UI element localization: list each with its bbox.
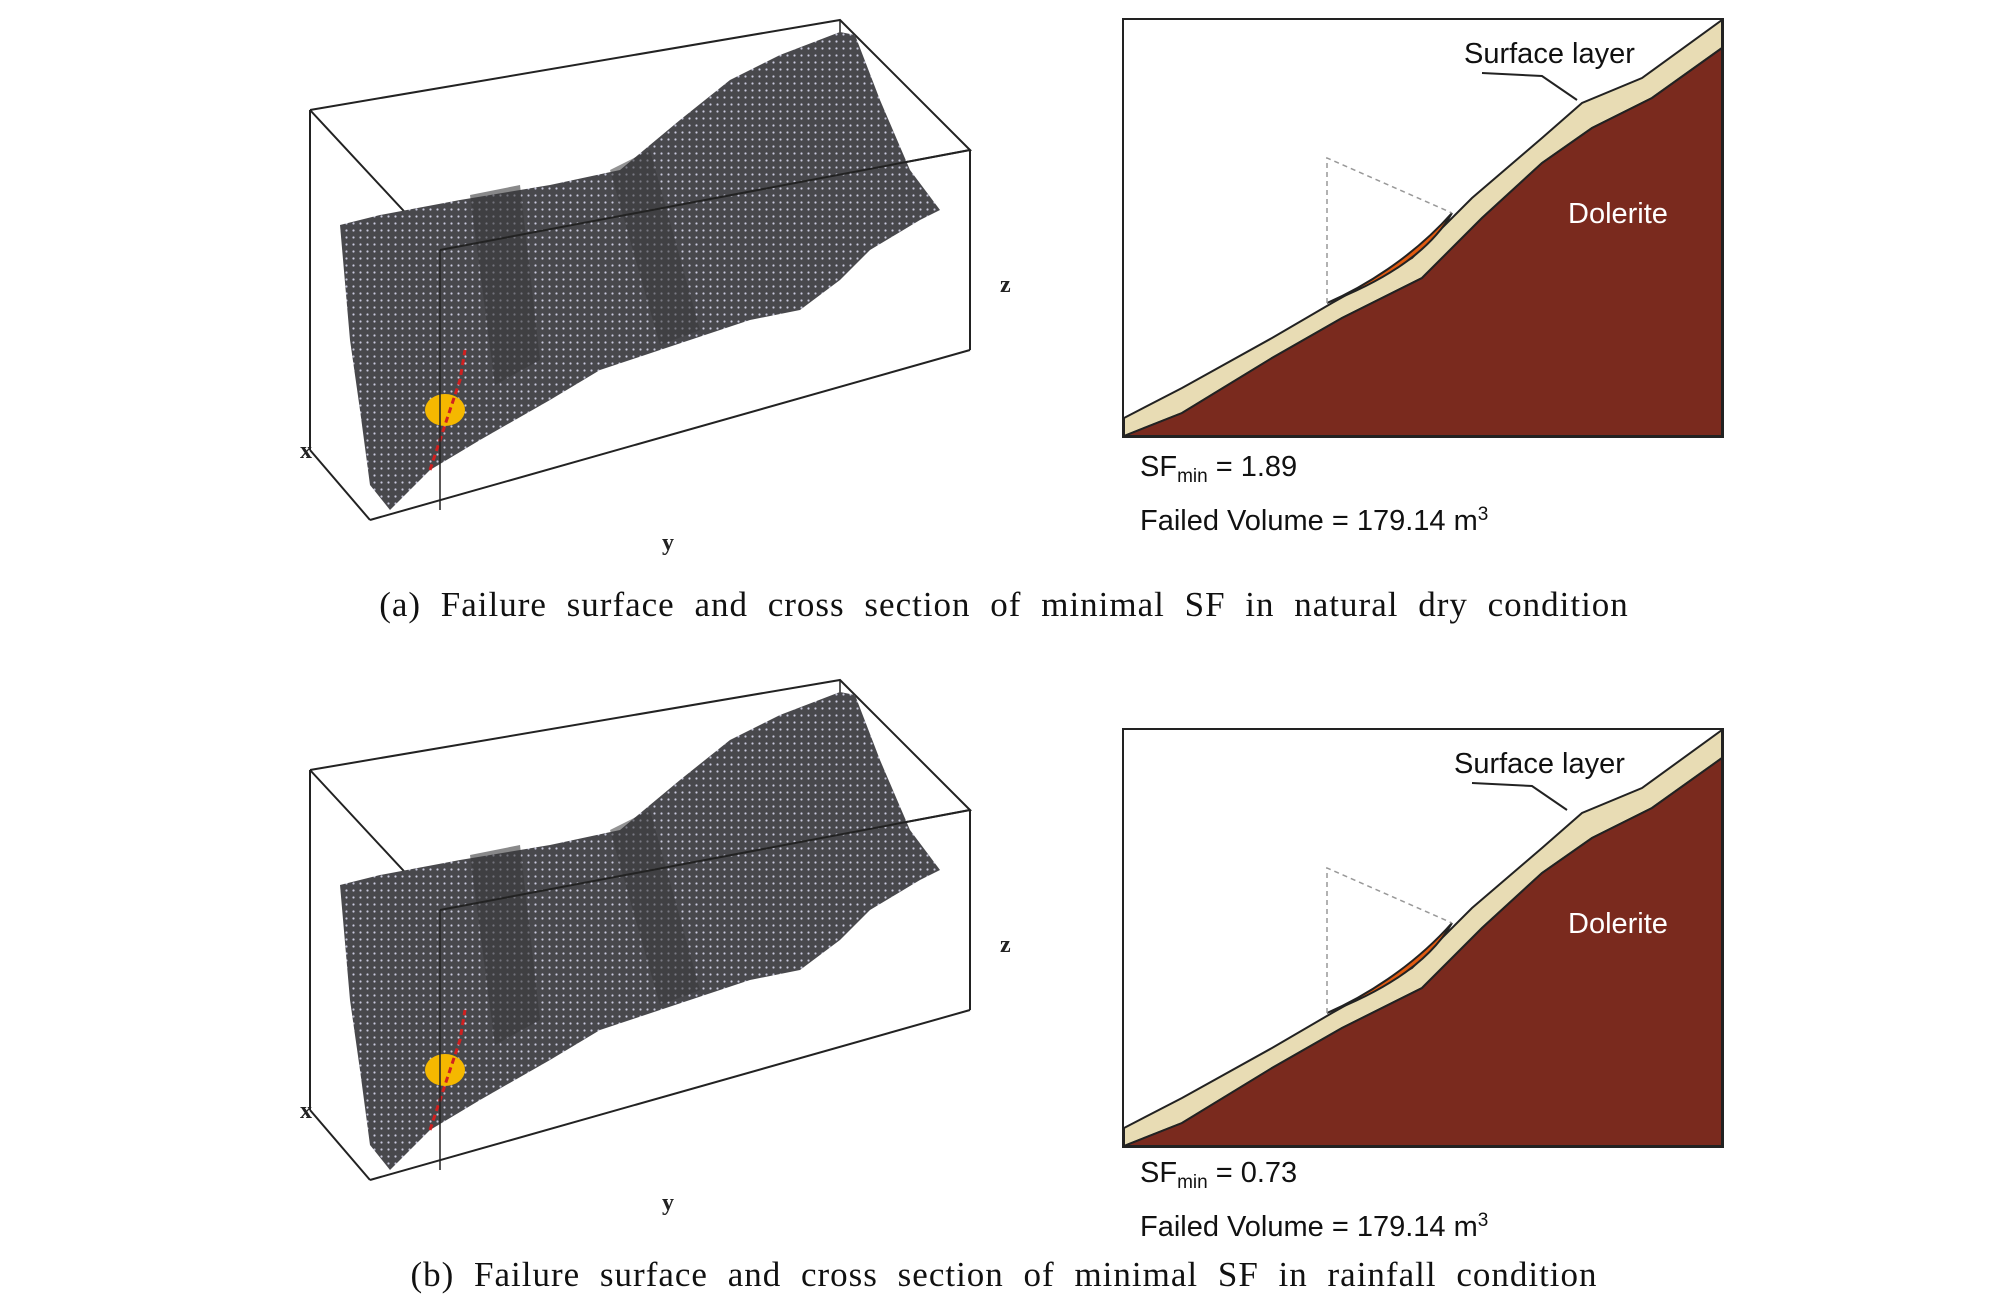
axis-label-z: z [1000,932,1011,958]
sf-subscript: min [1177,1172,1208,1193]
surface-3d-plot: x y z [280,10,1011,570]
sf-symbol: SF [1140,1157,1178,1189]
surface-layer-label: Surface layer [1464,38,1635,70]
failed-volume-text: Failed Volume = 179.14 m [1140,1211,1478,1243]
cross-section-graphic [1122,18,1724,438]
figure-panel-b: x y z Surface layer Dolerite SFmin = 0.7… [0,670,2008,1309]
figure-caption: (a) Failure surface and cross section of… [379,585,1629,624]
analysis-results: SFmin = 0.73 Failed Volume = 179.14 m3 [1140,1154,1488,1246]
surface-layer-label: Surface layer [1454,748,1625,780]
critical-failure-point [425,1054,465,1086]
surface-3d-graphic [309,18,973,521]
figure-caption: (b) Failure surface and cross section of… [410,1255,1598,1294]
dolerite-body [1123,756,1723,1147]
axis-label-z: z [1000,272,1011,298]
sf-value: = 0.73 [1215,1157,1298,1189]
axis-label-y: y [662,530,674,556]
failed-volume-line: Failed Volume = 179.14 m3 [1140,1202,1488,1246]
axis-label-x: x [300,438,312,464]
cross-section-plot: Surface layer Dolerite [1122,728,1724,1148]
figure-panel-a: x y z Surface layer Dolerite SFmin = 1.8… [0,0,2008,654]
cross-section-plot: Surface layer Dolerite [1122,18,1724,438]
failed-volume-line: Failed Volume = 179.14 m3 [1140,496,1488,540]
sf-min-line: SFmin = 1.89 [1140,448,1488,496]
sf-value: = 1.89 [1215,451,1298,483]
surface-3d-plot: x y z [280,670,1011,1230]
dolerite-label: Dolerite [1568,198,1668,230]
sf-min-line: SFmin = 0.73 [1140,1154,1488,1202]
volume-exponent: 3 [1477,504,1489,525]
dolerite-body [1123,46,1723,437]
cross-section-graphic [1122,728,1724,1148]
critical-failure-point [425,394,465,426]
failed-volume-text: Failed Volume = 179.14 m [1140,505,1478,537]
sf-symbol: SF [1140,451,1178,483]
surface-3d-graphic [309,678,973,1181]
volume-exponent: 3 [1477,1210,1489,1231]
axis-label-x: x [300,1098,312,1124]
axis-label-y: y [662,1190,674,1216]
analysis-results: SFmin = 1.89 Failed Volume = 179.14 m3 [1140,448,1488,540]
dolerite-label: Dolerite [1568,908,1668,940]
sf-subscript: min [1177,466,1208,487]
